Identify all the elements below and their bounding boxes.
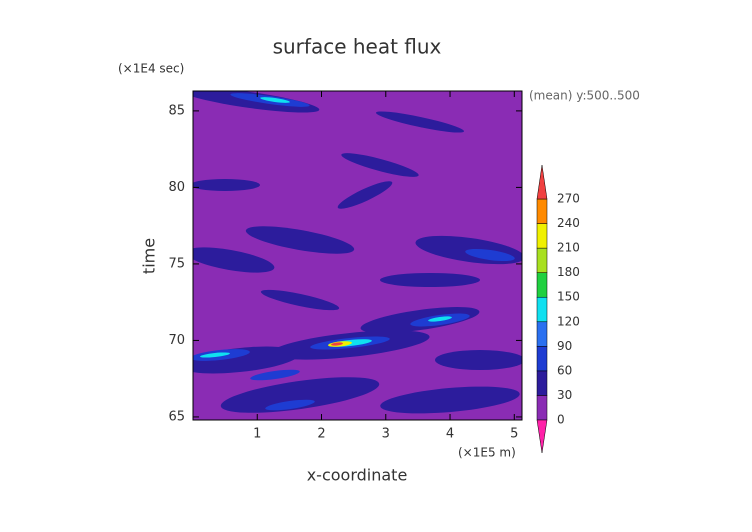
y-tick-label: 75 — [168, 256, 185, 271]
y-unit: (×1E4 sec) — [118, 62, 184, 76]
y-tick-label: 80 — [168, 180, 185, 195]
field-peak-max — [331, 342, 343, 346]
colorbar-label: 120 — [557, 314, 580, 328]
colorbar-label: 150 — [557, 290, 580, 304]
colorbar-band — [536, 272, 548, 298]
x-tick-label: 3 — [382, 427, 390, 442]
x-axis-label: x-coordinate — [307, 466, 408, 485]
colorbar-label: 30 — [557, 388, 572, 402]
colorbar-band — [536, 395, 548, 421]
colorbar-band — [536, 296, 548, 323]
colorbar-label: 90 — [557, 339, 572, 353]
field-streaks — [193, 91, 522, 414]
x-tick-label: 2 — [317, 427, 325, 442]
x-unit: (×1E5 m) — [458, 446, 516, 460]
colorbar-band — [536, 223, 548, 249]
x-tick-label: 1 — [253, 427, 261, 442]
colorbar-label: 180 — [557, 265, 580, 279]
colorbar-under — [536, 419, 548, 454]
contour-field — [193, 91, 522, 420]
colorbar-band — [536, 247, 548, 273]
colorbar-label: 270 — [557, 192, 580, 206]
plot-frame — [192, 90, 523, 421]
colorbar-band — [536, 346, 548, 372]
x-tick-label: 4 — [446, 427, 454, 442]
colorbar-label: 210 — [557, 241, 580, 255]
x-tick-label: 5 — [510, 427, 518, 442]
colorbar-band — [536, 370, 548, 396]
colorbar-label: 240 — [557, 216, 580, 230]
y-tick-label: 85 — [168, 103, 185, 118]
colorbar-band — [536, 198, 548, 224]
colorbar-over — [536, 164, 548, 200]
y-tick-label: 65 — [168, 409, 185, 424]
colorbar-band — [536, 321, 548, 347]
chart-title: surface heat flux — [273, 35, 442, 59]
subtitle: (mean) y:500..500 — [529, 89, 640, 103]
y-tick-label: 70 — [168, 333, 185, 348]
y-axis-label: time — [140, 238, 159, 274]
colorbar-label: 0 — [557, 413, 565, 427]
colorbar-label: 60 — [557, 363, 572, 377]
